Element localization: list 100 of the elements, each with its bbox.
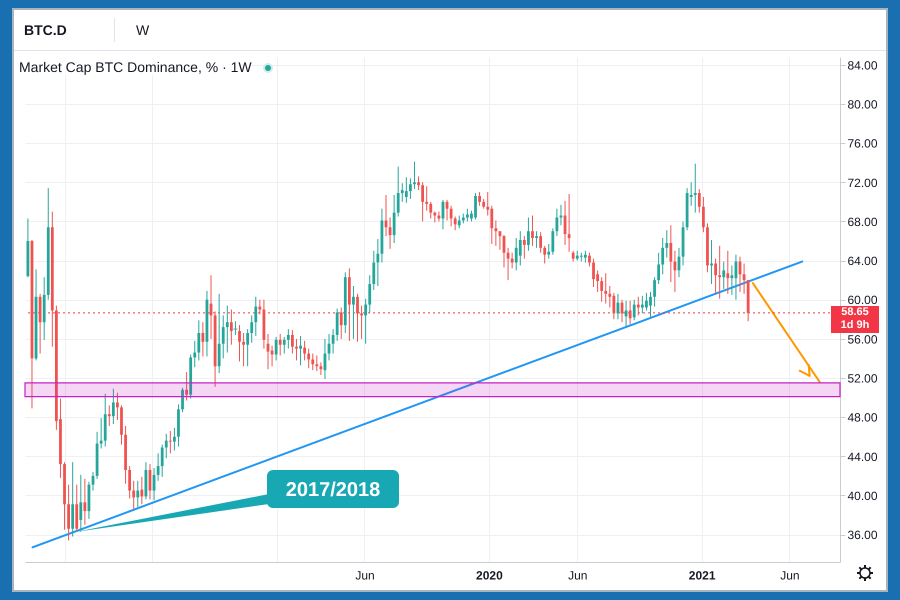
candlestick [100,418,103,449]
candlestick [616,293,620,320]
candlestick [156,452,160,482]
candlestick [324,338,326,380]
candlestick [494,220,498,246]
candlestick [678,247,680,278]
y-tick-label: 56.00 [848,332,878,346]
candlestick [502,234,506,268]
candlestick [291,330,294,354]
candlestick [172,427,176,451]
candlestick [404,176,408,204]
candlestick [702,196,705,233]
candlestick [620,299,624,323]
candlestick [568,194,571,252]
candlestick [466,208,469,222]
candlestick [580,252,583,262]
candlestick [498,230,502,250]
candlestick [421,182,424,222]
y-tick-label: 52.00 [848,372,878,386]
y-tick-label: 64.00 [848,254,878,268]
candlestick [490,205,494,244]
candlestick [164,433,168,459]
candlestick [576,250,579,262]
candlestick [417,176,420,191]
candlestick [92,471,94,492]
x-tick-label: Jun [568,568,588,582]
candlestick [384,194,388,237]
candlestick [527,217,530,252]
candlestick [295,338,298,361]
candlestick [506,247,510,281]
candlestick [425,186,428,212]
candlestick [392,194,396,244]
x-tick-label: Jun [355,568,375,582]
candlestick [307,348,310,369]
candlestick [132,480,136,510]
candlestick [588,252,591,267]
candlestick [193,340,196,368]
candlestick [230,309,233,346]
candlestick [242,332,245,367]
candlestick [572,250,575,262]
candlestick [714,258,717,294]
candlestick [112,388,115,425]
candlestick [478,192,481,206]
candlestick [458,215,461,229]
candlestick [185,372,188,402]
text: W [136,22,150,38]
text: BTC.D [24,22,67,38]
candlestick [674,250,676,292]
candlestick [649,291,652,318]
candlestick [400,182,404,202]
candlestick [665,230,668,258]
candlestick [328,333,330,361]
candlestick [83,478,86,526]
candlestick [274,336,278,361]
chart-title: Market Cap BTC Dominance, % · 1W [19,59,252,75]
y-tick-label: 48.00 [848,410,878,425]
candlestick [742,263,746,294]
candlestick [442,199,444,230]
candlestick [152,468,156,501]
annotation: 2017/2018 [286,479,380,501]
candlestick [352,286,355,340]
candlestick [319,362,322,376]
text: 1d 9h [840,318,870,332]
candlestick [535,230,538,248]
candlestick [640,295,644,314]
candlestick [201,322,204,357]
candlestick [266,333,270,370]
candlestick [270,345,274,367]
candlestick [738,256,742,292]
y-tick-label: 60.00 [848,293,878,308]
candlestick [433,211,436,223]
candlestick [628,300,632,325]
candlestick [734,254,738,300]
candlestick [624,300,628,328]
candlestick [510,252,514,269]
candlestick [250,314,254,344]
y-tick-label: 44.00 [848,450,878,464]
candlestick [556,208,558,237]
candlestick [657,252,660,285]
candlestick [653,276,656,308]
candlestick [226,305,229,354]
candlestick [522,236,526,260]
candlestick [116,392,119,421]
candlestick [446,199,448,221]
y-tick-label: 76.00 [848,136,878,151]
candlestick [108,404,111,426]
candlestick [148,464,152,500]
candlestick [539,232,542,254]
y-tick-label: 80.00 [848,97,878,112]
y-tick-label: 68.00 [848,214,878,229]
candlestick [645,292,648,311]
candlestick [600,276,604,302]
candlestick [718,245,722,300]
candlestick [128,466,132,499]
candlestick [612,292,616,320]
candlestick [140,476,144,505]
candlestick [238,324,241,362]
candlestick [437,211,440,222]
y-tick-label: 40.00 [848,488,878,503]
candlestick [332,328,334,354]
